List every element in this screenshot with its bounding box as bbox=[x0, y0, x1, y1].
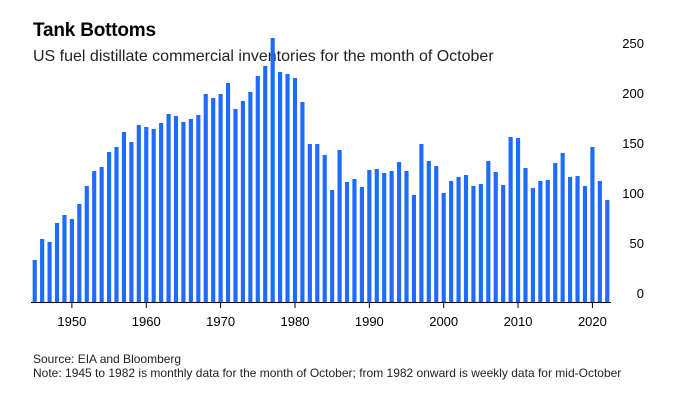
bar-1961 bbox=[151, 129, 156, 302]
bar-1945 bbox=[32, 260, 37, 302]
bar-2010 bbox=[515, 138, 521, 302]
bar-2002 bbox=[456, 177, 461, 302]
bar-2006 bbox=[486, 161, 491, 302]
bar-1960 bbox=[144, 127, 149, 302]
bar-1966 bbox=[188, 119, 193, 302]
bar-2014 bbox=[545, 180, 550, 302]
bar-1975 bbox=[255, 76, 260, 302]
bar-2020 bbox=[590, 147, 595, 302]
bar-1952 bbox=[84, 186, 89, 302]
data-note: Note: 1945 to 1982 is monthly data for t… bbox=[33, 366, 622, 380]
x-tick-label: 1990 bbox=[355, 314, 384, 329]
bar-1946 bbox=[40, 239, 45, 302]
x-tick-label: 1950 bbox=[57, 314, 86, 329]
bar-1962 bbox=[159, 123, 164, 302]
y-tick-label: 200 bbox=[622, 86, 644, 101]
bar-1969 bbox=[211, 98, 216, 302]
bar-1947 bbox=[47, 242, 52, 302]
y-tick-label: 150 bbox=[622, 136, 644, 151]
bar-2008 bbox=[501, 185, 506, 302]
bar-1991 bbox=[374, 169, 379, 302]
bar-1954 bbox=[99, 167, 104, 302]
y-tick-label: 0 bbox=[637, 286, 644, 301]
bar-2000 bbox=[441, 193, 446, 302]
bar-2011 bbox=[523, 168, 528, 302]
bar-1970 bbox=[218, 94, 223, 302]
bar-2003 bbox=[463, 175, 469, 302]
bar-2013 bbox=[538, 181, 543, 302]
bar-1990 bbox=[367, 170, 372, 302]
bar-1999 bbox=[434, 166, 439, 302]
bar-1976 bbox=[263, 66, 268, 302]
bar-1950 bbox=[69, 219, 74, 302]
x-tick-label: 2010 bbox=[504, 314, 533, 329]
bar-2022 bbox=[605, 200, 610, 302]
y-tick-label: 250 bbox=[622, 36, 644, 51]
bar-1974 bbox=[248, 92, 253, 302]
bar-2018 bbox=[575, 176, 580, 302]
bar-1965 bbox=[181, 122, 186, 302]
x-tick-label: 2020 bbox=[578, 314, 607, 329]
bar-1968 bbox=[203, 94, 208, 302]
bar-1972 bbox=[233, 109, 238, 302]
bar-1955 bbox=[106, 152, 112, 302]
bar-1948 bbox=[54, 223, 60, 302]
bar-2009 bbox=[508, 137, 513, 302]
chart-title: Tank Bottoms bbox=[33, 20, 156, 41]
bar-1995 bbox=[404, 171, 409, 302]
bar-1993 bbox=[389, 171, 394, 302]
x-tick-label: 1970 bbox=[206, 314, 235, 329]
bar-1996 bbox=[411, 195, 417, 302]
bar-1951 bbox=[77, 204, 82, 302]
bar-1957 bbox=[121, 132, 127, 302]
x-tick-label: 2000 bbox=[429, 314, 458, 329]
bar-2004 bbox=[471, 186, 476, 302]
bar-1964 bbox=[173, 116, 179, 302]
bar-1984 bbox=[322, 155, 327, 302]
bar-1983 bbox=[315, 144, 320, 302]
bar-1958 bbox=[129, 142, 134, 302]
bar-1992 bbox=[382, 173, 387, 302]
y-tick-label: 100 bbox=[622, 186, 644, 201]
bar-1963 bbox=[166, 114, 171, 302]
bar-2016 bbox=[560, 153, 565, 302]
bar-2007 bbox=[493, 172, 498, 302]
bar-1986 bbox=[337, 150, 342, 302]
bar-1981 bbox=[300, 102, 305, 302]
bar-1956 bbox=[114, 147, 119, 302]
x-tick-label: 1980 bbox=[281, 314, 310, 329]
bar-2001 bbox=[449, 181, 454, 302]
bar-2021 bbox=[597, 181, 602, 302]
bar-1973 bbox=[240, 101, 245, 302]
bar-1994 bbox=[396, 162, 402, 302]
bar-1985 bbox=[330, 190, 335, 302]
bar-1978 bbox=[278, 72, 283, 302]
bar-1987 bbox=[344, 182, 350, 302]
bar-2015 bbox=[553, 163, 558, 302]
bar-1998 bbox=[426, 161, 431, 302]
bar-1997 bbox=[419, 144, 424, 302]
bar-1979 bbox=[285, 74, 290, 302]
bar-1971 bbox=[225, 83, 231, 302]
bar-1988 bbox=[352, 179, 357, 302]
bar-2019 bbox=[582, 186, 588, 302]
source-note: Source: EIA and Bloomberg bbox=[33, 352, 182, 366]
bar-1949 bbox=[62, 215, 67, 302]
bar-1953 bbox=[92, 171, 97, 302]
y-tick-label: 50 bbox=[630, 236, 644, 251]
x-tick-label: 1960 bbox=[132, 314, 161, 329]
chart-subtitle: US fuel distillate commercial inventorie… bbox=[33, 48, 494, 65]
bar-2012 bbox=[530, 188, 535, 302]
chart-footer: Source: EIA and Bloomberg Note: 1945 to … bbox=[33, 352, 653, 380]
bar-1967 bbox=[196, 115, 201, 302]
bar-1989 bbox=[359, 187, 364, 302]
bar-chart: 1950 1960 1970 1980 1990 2000 2010 2020 0 50 100 15… bbox=[31, 36, 644, 329]
bar-1980 bbox=[292, 78, 298, 302]
bar-1959 bbox=[136, 125, 141, 302]
bar-2005 bbox=[478, 184, 483, 302]
bar-2017 bbox=[568, 177, 573, 302]
bar-1977 bbox=[270, 38, 275, 302]
bar-1982 bbox=[307, 144, 312, 302]
